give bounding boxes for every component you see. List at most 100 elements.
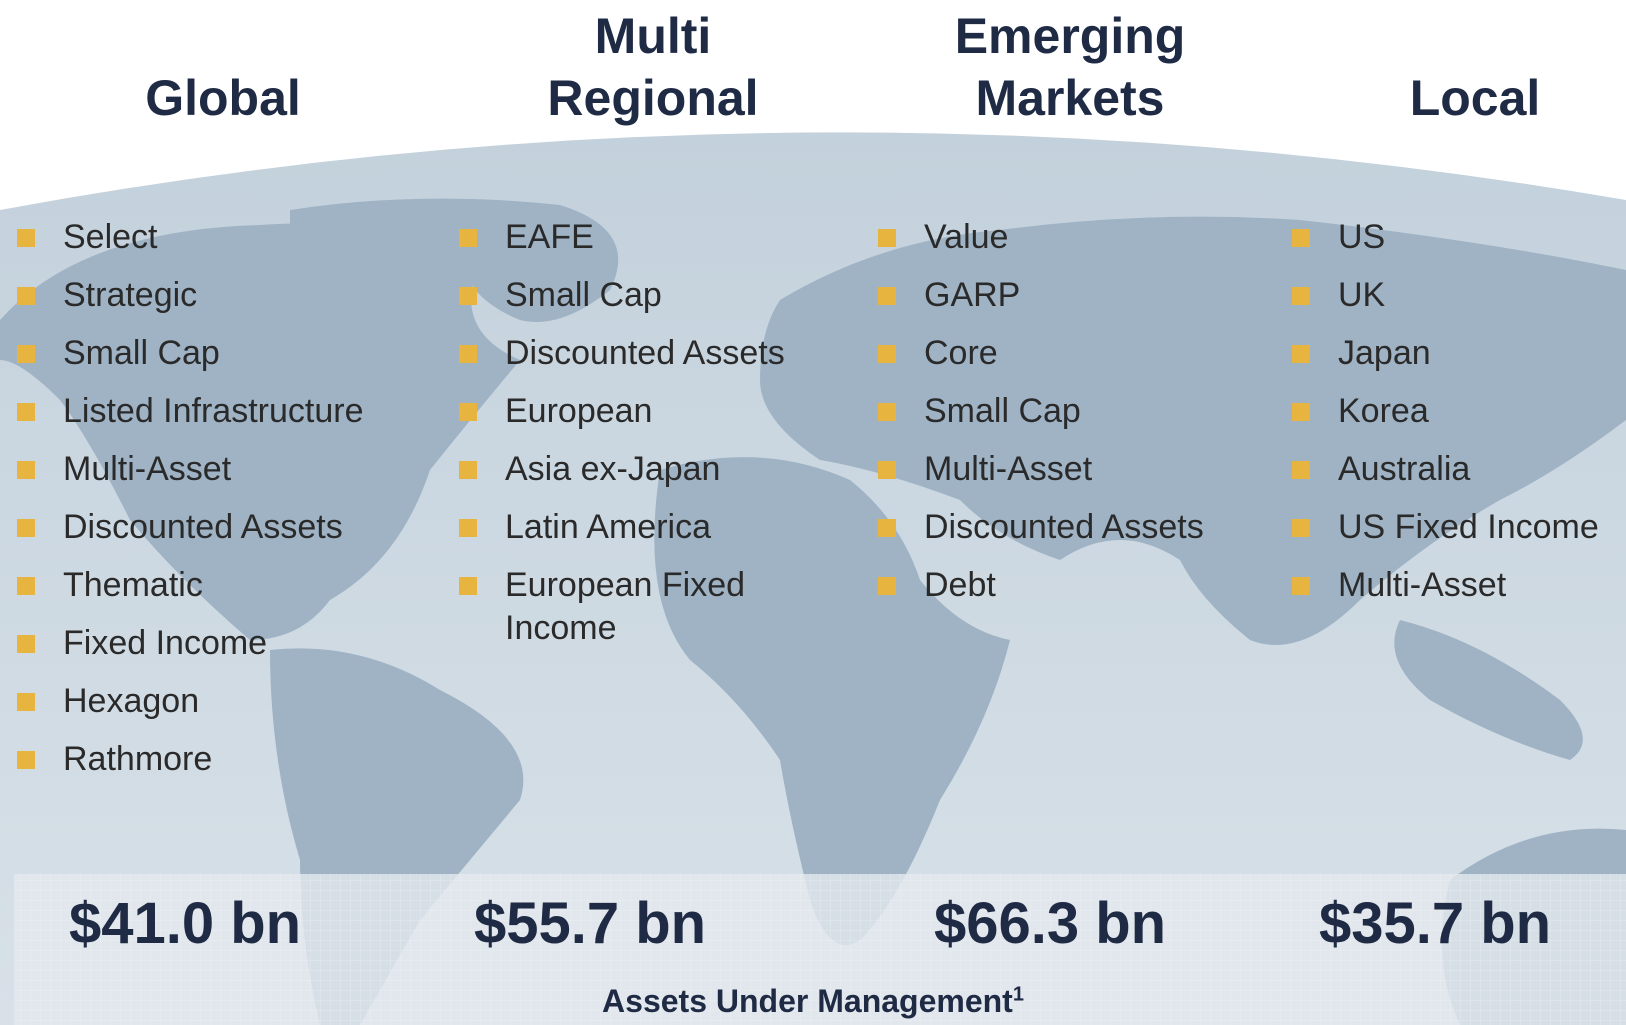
strategy-item: Hexagon [17,680,443,738]
strategy-name: Discounted Assets [63,508,343,546]
strategy-name: Fixed Income [63,624,268,662]
strategy-item: Listed Infrastructure [17,390,443,448]
bullet [878,519,896,537]
bullet [1292,345,1310,363]
bullet [1292,229,1310,247]
strategy-item: Japan [1292,332,1626,390]
strategy-item: GARP [878,274,1294,332]
strategy-name: Debt [924,566,996,604]
bullet [17,751,35,769]
bullet [17,287,35,305]
bullet [1292,577,1310,595]
aum-value: $66.3 bn [933,891,1167,956]
strategy-item: Fixed Income [17,622,443,680]
aum-value: $41.0 bn [68,891,302,956]
strategy-name: European Fixed Income [505,566,746,647]
bullet [459,461,477,479]
bullet [878,229,896,247]
strategy-item: US [1292,216,1626,274]
strategy-name: EAFE [505,218,594,256]
aum-value: $35.7 bn [1318,891,1552,956]
strategy-name: GARP [924,276,1021,314]
strategy-name: Multi-Asset [924,450,1093,488]
strategy-item: US Fixed Income [1292,506,1626,564]
heading-line: Emerging [954,8,1186,64]
strategy-item: Value [878,216,1294,274]
strategy-item: Small Cap [459,274,865,332]
strategy-item: Multi-Asset [878,448,1294,506]
aum-value: $55.7 bn [473,891,707,956]
bullet [459,287,477,305]
bullet [878,577,896,595]
column-heading: Emerging Markets [870,5,1270,129]
strategy-item: Debt [878,564,1294,622]
strategy-name: Multi-Asset [1338,566,1507,604]
bullet [459,345,477,363]
bullet [17,403,35,421]
strategy-item: Select [17,216,443,274]
bullet [878,287,896,305]
bullet [17,345,35,363]
column-heading: Multi Regional [453,5,853,129]
strategy-item: Australia [1292,448,1626,506]
strategy-list: US UK Japan Korea Australia US Fixed Income Mu… [1292,216,1626,622]
strategy-name: Multi-Asset [63,450,232,488]
heading-line: Regional [547,70,759,126]
bullet [1292,287,1310,305]
heading-line: Markets [975,70,1165,126]
strategy-item: Korea [1292,390,1626,448]
strategy-name: Korea [1338,392,1429,430]
strategy-name: Core [924,334,998,372]
strategy-list: EAFE Small Cap Discounted Assets European As… [459,216,865,650]
bullet [878,461,896,479]
bullet [17,693,35,711]
bullet [17,577,35,595]
bullet [1292,461,1310,479]
strategy-list: Value GARP Core Small Cap Multi-Asset Discoun… [878,216,1294,622]
strategy-name: Small Cap [924,392,1081,430]
heading-line: Local [1409,70,1541,126]
bullet [1292,519,1310,537]
strategy-name: Discounted Assets [924,508,1204,546]
strategy-item: EAFE [459,216,865,274]
strategy-item: Multi-Asset [1292,564,1626,622]
bullet [459,229,477,247]
bullet [459,577,477,595]
strategy-item: Thematic [17,564,443,622]
strategy-item: Discounted Assets [459,332,865,390]
bullet [17,519,35,537]
strategy-name: Hexagon [63,682,200,720]
strategy-name: Japan [1338,334,1431,372]
strategy-name: Australia [1338,450,1471,488]
heading-line: Multi [594,8,712,64]
strategy-item: Discounted Assets [17,506,443,564]
aum-label-text: Assets Under Management [602,983,1013,1019]
strategy-item: Discounted Assets [878,506,1294,564]
strategy-item: Core [878,332,1294,390]
bullet [17,635,35,653]
footnote-mark: 1 [1012,983,1024,1006]
strategy-item: European Fixed Income [459,564,865,650]
column-heading: Local [1275,67,1626,129]
strategy-name: Asia ex-Japan [505,450,721,488]
strategy-item: Small Cap [878,390,1294,448]
strategy-name: UK [1338,276,1386,314]
strategy-item: Asia ex-Japan [459,448,865,506]
strategy-name: Select [63,218,158,256]
strategy-name: Discounted Assets [505,334,785,372]
strategy-name: US Fixed Income [1338,508,1599,546]
strategy-name: Latin America [505,508,711,546]
strategy-name: European [505,392,653,430]
strategy-item: UK [1292,274,1626,332]
bullet [459,403,477,421]
strategy-item: Small Cap [17,332,443,390]
aum-label: Assets Under Management1 [0,983,1626,1020]
strategy-name: Small Cap [505,276,662,314]
strategy-item: Latin America [459,506,865,564]
column-heading: Global [23,67,423,129]
strategy-name: Small Cap [63,334,220,372]
strategy-name: Rathmore [63,740,213,778]
strategy-list: Select Strategic Small Cap Listed Infrastru… [17,216,443,796]
